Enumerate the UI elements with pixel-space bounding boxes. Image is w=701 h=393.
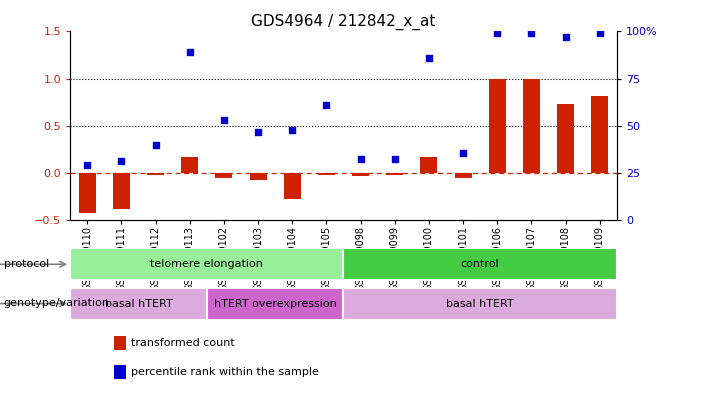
- Text: basal hTERT: basal hTERT: [104, 299, 172, 309]
- Point: [184, 49, 196, 55]
- Point: [560, 34, 571, 40]
- Bar: [557, 104, 574, 173]
- Bar: [523, 79, 540, 173]
- Text: hTERT overexpression: hTERT overexpression: [214, 299, 336, 309]
- Bar: [343, 288, 617, 320]
- Text: transformed count: transformed count: [131, 338, 235, 348]
- Point: [389, 156, 400, 162]
- Point: [81, 162, 93, 169]
- Point: [355, 156, 366, 162]
- Bar: [70, 248, 343, 280]
- Text: protocol: protocol: [4, 259, 49, 269]
- Point: [458, 150, 469, 156]
- Bar: [250, 173, 266, 180]
- Bar: [114, 336, 126, 350]
- Point: [491, 30, 503, 37]
- Bar: [147, 173, 164, 175]
- Bar: [343, 248, 617, 280]
- Bar: [215, 173, 233, 178]
- Bar: [352, 173, 369, 176]
- Bar: [421, 157, 437, 173]
- Text: percentile rank within the sample: percentile rank within the sample: [131, 367, 319, 376]
- Point: [218, 117, 229, 123]
- Bar: [318, 173, 335, 175]
- Text: basal hTERT: basal hTERT: [447, 299, 514, 309]
- Point: [526, 30, 537, 37]
- Bar: [386, 173, 403, 175]
- Point: [252, 129, 264, 136]
- Text: control: control: [461, 259, 500, 269]
- Text: telomere elongation: telomere elongation: [150, 259, 264, 269]
- Point: [116, 158, 127, 164]
- Point: [594, 30, 606, 37]
- Bar: [284, 173, 301, 199]
- Bar: [113, 173, 130, 209]
- Point: [287, 127, 298, 134]
- Title: GDS4964 / 212842_x_at: GDS4964 / 212842_x_at: [251, 14, 436, 30]
- Bar: [207, 288, 343, 320]
- Text: genotype/variation: genotype/variation: [4, 298, 109, 309]
- Point: [321, 102, 332, 108]
- Bar: [454, 173, 472, 178]
- Bar: [79, 173, 96, 213]
- Bar: [591, 95, 608, 173]
- Bar: [114, 365, 126, 378]
- Bar: [181, 157, 198, 173]
- Point: [423, 55, 435, 61]
- Bar: [489, 79, 506, 173]
- Bar: [70, 288, 207, 320]
- Point: [150, 141, 161, 148]
